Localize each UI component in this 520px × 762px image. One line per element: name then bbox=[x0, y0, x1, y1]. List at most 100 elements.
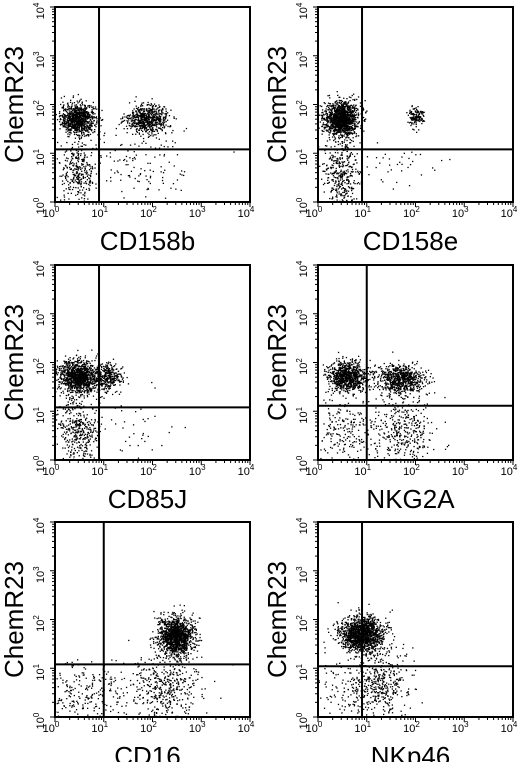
event-dot-pop1 bbox=[341, 100, 344, 103]
event-dot-pop4 bbox=[99, 162, 101, 164]
event-dot-pop1 bbox=[349, 118, 351, 120]
event-dot-pop1 bbox=[334, 125, 336, 127]
event-dot-pop2 bbox=[154, 119, 156, 121]
event-dot-pop1 bbox=[83, 127, 85, 129]
event-dot-pop1 bbox=[57, 386, 60, 388]
event-dot-pop3 bbox=[351, 188, 353, 190]
event-dot-pop1 bbox=[79, 374, 81, 376]
event-dot-pop1 bbox=[64, 117, 66, 119]
event-dot-pop2 bbox=[140, 125, 142, 127]
event-dot-pop2 bbox=[163, 125, 165, 127]
event-dot-pop3 bbox=[79, 177, 81, 179]
event-dot-pop1 bbox=[73, 102, 76, 104]
event-dot-pop3 bbox=[326, 169, 328, 171]
event-dot-pop1 bbox=[79, 124, 81, 126]
event-dot-pop2 bbox=[140, 122, 142, 125]
event-dot-pop2 bbox=[125, 125, 128, 127]
event-dot-pop3 bbox=[335, 141, 337, 143]
event-dot-pop1 bbox=[78, 116, 80, 119]
event-dot-pop3 bbox=[330, 208, 331, 209]
event-dot-pop1 bbox=[94, 106, 97, 108]
event-dot-pop1 bbox=[70, 382, 73, 384]
event-dot-pop1 bbox=[69, 113, 71, 116]
event-dot-pop1 bbox=[337, 114, 339, 116]
event-dot-pop2 bbox=[411, 105, 413, 108]
event-dot-pop3 bbox=[349, 129, 351, 132]
event-dot-pop2 bbox=[142, 114, 144, 116]
event-dot-pop1 bbox=[85, 108, 87, 110]
event-dot-pop1 bbox=[74, 387, 76, 389]
event-dot-pop3 bbox=[82, 158, 84, 160]
event-dot-pop1 bbox=[354, 123, 356, 126]
event-dot-pop3 bbox=[345, 193, 347, 195]
event-dot-pop3 bbox=[75, 157, 78, 159]
event-dot-pop1 bbox=[327, 125, 329, 128]
event-dot-pop2 bbox=[411, 113, 413, 116]
event-dot-pop2 bbox=[150, 123, 152, 125]
event-dot-pop1 bbox=[345, 132, 347, 134]
event-dot-pop2 bbox=[156, 108, 158, 110]
event-dot-pop2 bbox=[141, 109, 143, 112]
event-dot-pop4 bbox=[183, 174, 185, 177]
event-dot-pop1 bbox=[61, 365, 64, 367]
event-dot-pop3 bbox=[66, 171, 68, 173]
plot-panel-1: 100 101 102 103 104100101102103104ChemR23CD1… bbox=[0, 2, 255, 256]
event-dot-pop1 bbox=[76, 358, 79, 360]
event-dot-pop4 bbox=[160, 166, 162, 168]
event-dot-pop2 bbox=[138, 119, 140, 121]
event-dot-pop2 bbox=[165, 116, 167, 118]
event-dot-pop3 bbox=[75, 162, 78, 164]
event-dot-pop1 bbox=[80, 371, 82, 373]
event-dot-pop1 bbox=[338, 116, 340, 118]
event-dot-pop2 bbox=[127, 122, 129, 124]
event-dot-pop1 bbox=[69, 399, 71, 401]
event-dot-pop1 bbox=[64, 377, 66, 379]
event-dot-pop2 bbox=[137, 106, 140, 109]
event-dot-pop3 bbox=[73, 163, 75, 165]
event-dot-pop1 bbox=[85, 115, 87, 117]
event-dot-pop1 bbox=[359, 102, 362, 104]
event-dot-pop2 bbox=[412, 118, 414, 120]
event-dot-pop1 bbox=[81, 118, 84, 121]
event-dot-pop1 bbox=[330, 109, 332, 111]
event-dot-pop1 bbox=[344, 146, 346, 148]
plot-panel-2: 100 101 102 103 104100101102103104ChemR23CD1… bbox=[262, 2, 518, 256]
event-dot-pop1 bbox=[80, 122, 82, 124]
event-dot-pop1 bbox=[59, 377, 61, 379]
event-dot-pop1 bbox=[72, 371, 74, 373]
event-dot-pop1 bbox=[69, 367, 71, 369]
event-dot-pop1 bbox=[67, 102, 69, 104]
event-dot-pop1 bbox=[80, 106, 82, 108]
event-dot-pop1 bbox=[326, 120, 328, 122]
event-dot-pop1 bbox=[334, 107, 336, 109]
y-tick-label: 100 bbox=[32, 197, 47, 214]
event-dot-pop1 bbox=[61, 122, 63, 125]
event-dot-pop1 bbox=[333, 139, 335, 142]
event-dot-pop2 bbox=[152, 127, 154, 129]
event-dot-pop1 bbox=[88, 378, 90, 380]
event-dot-pop1 bbox=[87, 131, 89, 133]
event-dot-pop2 bbox=[161, 108, 163, 111]
event-dot-pop1 bbox=[327, 120, 330, 122]
event-dot-pop1 bbox=[342, 122, 344, 124]
x-tick-label: 102 bbox=[140, 205, 157, 220]
y-tick-label: 104 bbox=[32, 2, 47, 19]
event-dot-pop1 bbox=[76, 388, 78, 390]
event-dot-pop2 bbox=[142, 116, 145, 118]
event-dot-pop1 bbox=[73, 133, 76, 136]
event-dots bbox=[318, 91, 451, 209]
event-dot-pop1 bbox=[60, 103, 62, 106]
event-dot-pop1 bbox=[347, 134, 349, 136]
event-dot-pop1 bbox=[347, 127, 349, 129]
event-dot-pop1 bbox=[356, 116, 358, 119]
event-dot-pop3 bbox=[334, 145, 336, 148]
event-dot-pop1 bbox=[65, 365, 67, 368]
event-dot-pop2 bbox=[146, 116, 148, 118]
event-dot-pop1 bbox=[86, 367, 89, 369]
x-tick-label: 102 bbox=[403, 205, 420, 220]
event-dot-pop3 bbox=[351, 166, 353, 169]
event-dot-pop1 bbox=[340, 99, 343, 102]
event-dot-pop3 bbox=[338, 164, 340, 166]
event-dot-pop4 bbox=[123, 159, 125, 162]
y-tick-label: 101 bbox=[32, 148, 47, 165]
